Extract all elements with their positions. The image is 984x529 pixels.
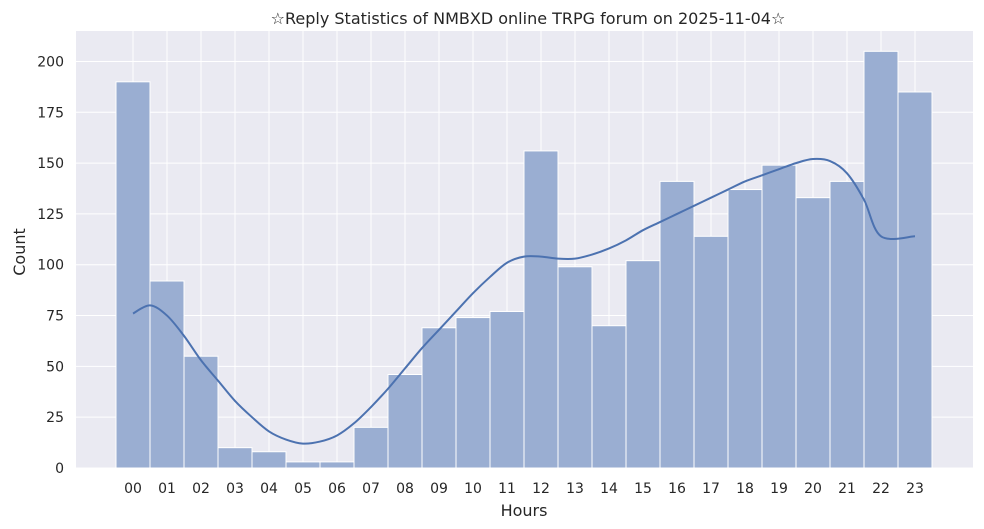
y-tick-label: 200 (37, 54, 64, 70)
x-tick-label: 06 (328, 481, 346, 497)
x-tick-label: 18 (736, 481, 754, 497)
x-tick-label: 13 (566, 481, 584, 497)
bar-11 (489, 310, 525, 469)
x-tick-label: 10 (464, 481, 482, 497)
x-axis-ticks: 00 01 02 03 04 05 06 07 08 09 10 11 12 13 14 15 16 17 18 19… (124, 481, 924, 497)
bar-08 (387, 374, 423, 469)
y-tick-label: 50 (46, 359, 64, 375)
x-tick-label: 17 (702, 481, 720, 497)
chart-title: ☆Reply Statistics of NMBXD online TRPG f… (271, 9, 786, 28)
bar-14 (591, 325, 627, 469)
y-tick-label: 150 (37, 156, 64, 172)
bar-20 (795, 197, 831, 469)
bars (115, 50, 933, 469)
bar-02 (183, 355, 219, 469)
y-tick-label: 125 (37, 207, 64, 223)
bar-09 (421, 327, 457, 469)
bar-17 (693, 235, 729, 469)
bar-06 (319, 461, 355, 469)
bar-22 (863, 50, 899, 469)
y-tick-label: 100 (37, 258, 64, 274)
x-tick-label: 20 (804, 481, 822, 497)
bar-12 (523, 150, 559, 469)
bar-19 (761, 164, 797, 469)
x-tick-label: 11 (498, 481, 516, 497)
x-tick-label: 02 (192, 481, 210, 497)
x-tick-label: 14 (600, 481, 618, 497)
x-axis-label: Hours (501, 501, 548, 520)
x-tick-label: 19 (770, 481, 788, 497)
bar-16 (659, 180, 695, 469)
bar-05 (285, 461, 321, 469)
x-tick-label: 04 (260, 481, 278, 497)
y-tick-label: 25 (46, 410, 64, 426)
bar-07 (353, 426, 389, 469)
y-axis-ticks: 0 25 50 75 100 125 150 175 200 (37, 54, 64, 477)
bar-01 (149, 280, 185, 469)
x-tick-label: 07 (362, 481, 380, 497)
x-tick-label: 05 (294, 481, 312, 497)
bar-04 (251, 451, 287, 469)
bar-15 (625, 260, 661, 469)
y-axis-label: Count (10, 228, 29, 276)
x-tick-label: 21 (838, 481, 856, 497)
x-tick-label: 00 (124, 481, 142, 497)
x-tick-label: 01 (158, 481, 176, 497)
bar-00 (115, 81, 151, 469)
bar-13 (557, 266, 593, 469)
x-tick-label: 23 (906, 481, 924, 497)
x-tick-label: 08 (396, 481, 414, 497)
bar-23 (897, 91, 933, 469)
y-tick-label: 175 (37, 105, 64, 121)
y-tick-label: 0 (55, 461, 64, 477)
x-tick-label: 16 (668, 481, 686, 497)
x-tick-label: 15 (634, 481, 652, 497)
y-tick-label: 75 (46, 309, 64, 325)
x-tick-label: 09 (430, 481, 448, 497)
x-tick-label: 22 (872, 481, 890, 497)
bar-10 (455, 317, 491, 469)
x-tick-label: 03 (226, 481, 244, 497)
bar-21 (829, 180, 865, 469)
x-tick-label: 12 (532, 481, 550, 497)
bar-18 (727, 189, 763, 469)
kde-curve (132, 157, 916, 445)
bar-03 (217, 447, 253, 469)
